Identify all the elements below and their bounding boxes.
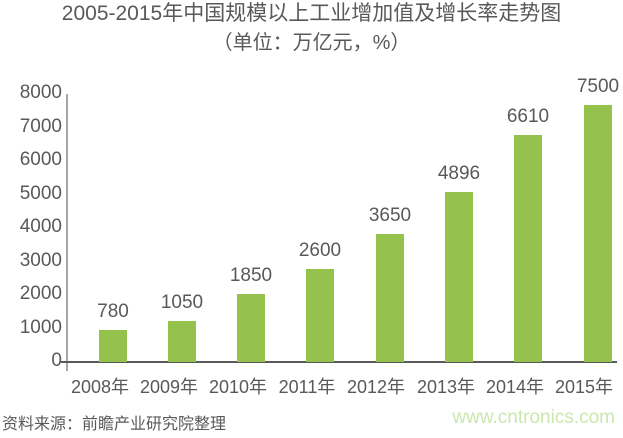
bar	[237, 294, 265, 362]
x-axis-label: 2012年	[346, 377, 406, 397]
y-axis-label: 5000	[19, 183, 62, 204]
y-axis-label: 6000	[19, 149, 62, 170]
data-source-note: 资料来源：前瞻产业研究院整理	[2, 416, 227, 433]
y-axis-label: 0	[51, 350, 62, 371]
bar	[584, 105, 612, 362]
y-axis-label: 8000	[19, 82, 62, 103]
x-axis-label: 2009年	[139, 377, 199, 397]
x-axis-label: 2013年	[416, 377, 476, 397]
bar-value-label: 1050	[160, 292, 204, 313]
y-axis-label: 3000	[19, 250, 62, 271]
bar-value-label: 7500	[576, 76, 620, 97]
bar	[99, 330, 127, 362]
x-axis-label: 2015年	[554, 377, 614, 397]
chart-title: 2005-2015年中国规模以上工业增加值及增长率走势图	[61, 2, 562, 25]
y-axis-label: 2000	[19, 283, 62, 304]
y-axis-line	[66, 94, 68, 371]
y-axis-label: 1000	[19, 317, 62, 338]
bar-value-label: 6610	[506, 106, 550, 127]
y-axis-label: 7000	[19, 116, 62, 137]
bar-value-label: 4896	[437, 163, 481, 184]
chart-subtitle-unit: （单位：万亿元，%）	[212, 32, 411, 54]
x-axis-label: 2010年	[208, 377, 268, 397]
bar	[168, 321, 196, 362]
bar	[445, 192, 473, 362]
bar-value-label: 1850	[229, 265, 273, 286]
x-axis-label: 2008年	[70, 377, 130, 397]
bar-value-label: 3650	[368, 205, 412, 226]
bar	[514, 135, 542, 362]
bar	[376, 234, 404, 362]
y-axis-label: 4000	[19, 216, 62, 237]
x-axis-label: 2014年	[485, 377, 545, 397]
x-axis-label: 2011年	[278, 377, 336, 397]
bar	[306, 269, 334, 362]
bar-value-label: 2600	[298, 240, 342, 261]
bar-value-label: 780	[97, 301, 129, 322]
site-watermark-url: www.cntronics.com	[452, 407, 615, 428]
x-axis-line	[61, 361, 617, 363]
